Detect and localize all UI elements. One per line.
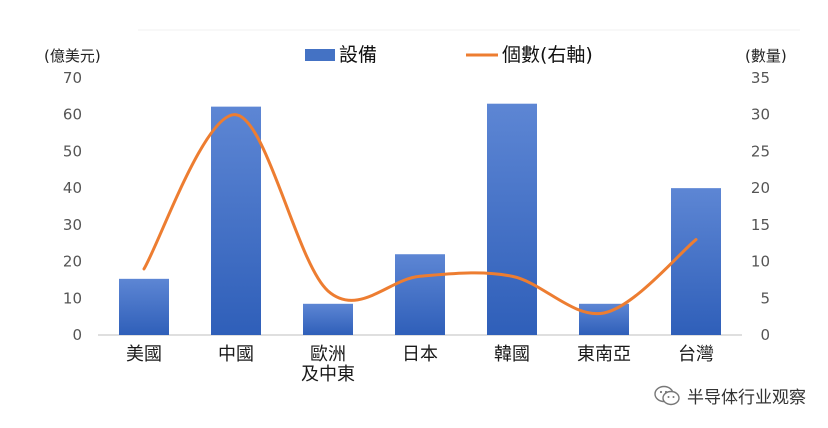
- y-right-tick-label: 0: [760, 326, 770, 344]
- y-left-tick-label: 50: [63, 142, 82, 160]
- y-left-axis-label: (億美元): [44, 47, 101, 65]
- y-right-tick-label: 15: [751, 216, 770, 234]
- category-label-line: 東南亞: [577, 344, 631, 365]
- y-right-tick-label: 25: [751, 142, 770, 160]
- legend-line-label: 個數(右軸): [502, 44, 593, 66]
- watermark: 半导体行业观察: [653, 383, 806, 408]
- legend: 設備 個數(右軸): [305, 44, 593, 66]
- bar-series: [119, 103, 721, 335]
- category-label: 歐洲及中東: [301, 344, 355, 385]
- legend-bar-label: 設備: [339, 44, 377, 66]
- category-label-line: 台灣: [678, 344, 714, 365]
- y-right-tick-label: 5: [760, 289, 770, 307]
- category-label-line: 及中東: [301, 364, 355, 385]
- bar: [671, 188, 721, 335]
- y-left-tick-label: 40: [63, 179, 82, 197]
- y-right-tick-label: 35: [751, 69, 770, 87]
- category-label: 台灣: [678, 344, 714, 365]
- y-left-tick-label: 0: [72, 326, 82, 344]
- axes: 0 10 20 30 40 50 60 70 0 5 10 15 20 25 30 35 (億美元) (數量): [44, 29, 800, 344]
- bar: [119, 278, 169, 335]
- y-left-tick-label: 30: [63, 216, 82, 234]
- y-right-axis-label: (數量): [745, 47, 787, 65]
- legend-bar-swatch: [305, 49, 335, 61]
- y-right-tick-label: 30: [751, 106, 770, 124]
- category-label-line: 中國: [218, 344, 254, 365]
- category-label: 韓國: [494, 344, 530, 365]
- y-left-tick-label: 20: [63, 253, 82, 271]
- y-right-tick-label: 10: [751, 253, 770, 271]
- bar: [211, 106, 261, 335]
- line-path: [142, 113, 698, 316]
- y-left-tick-label: 10: [63, 289, 82, 307]
- category-label: 東南亞: [577, 344, 631, 365]
- category-label-line: 歐洲: [310, 344, 346, 365]
- category-label: 中國: [218, 344, 254, 365]
- category-label-line: 韓國: [494, 344, 530, 365]
- bar: [303, 303, 353, 335]
- bar: [487, 103, 537, 335]
- y-left-tick-label: 70: [63, 69, 82, 87]
- wechat-icon: [654, 385, 680, 405]
- category-label: 美國: [126, 344, 162, 365]
- line-series: [142, 113, 698, 316]
- category-labels: 美國 中國 歐洲及中東 日本 韓國 東南亞 台灣: [126, 344, 714, 385]
- bar: [579, 303, 629, 335]
- category-label: 日本: [402, 344, 438, 365]
- category-label-line: 美國: [126, 344, 162, 365]
- y-left-tick-label: 60: [63, 106, 82, 124]
- watermark-text: 半导体行业观察: [687, 388, 806, 408]
- bar: [395, 254, 445, 335]
- y-right-tick-label: 20: [751, 179, 770, 197]
- category-label-line: 日本: [402, 344, 438, 365]
